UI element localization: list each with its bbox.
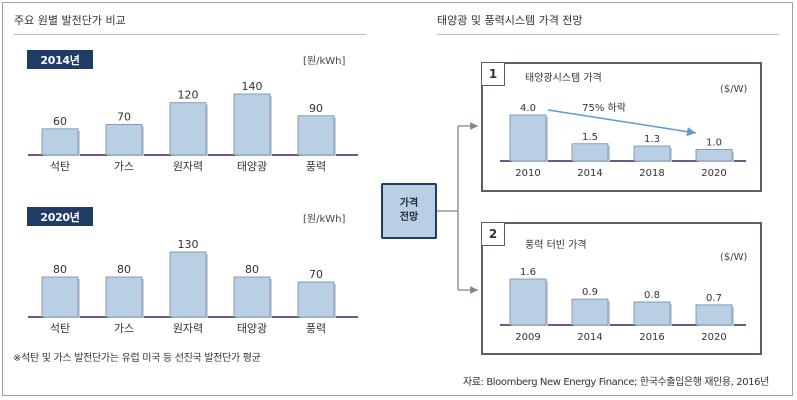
chart0-bar-1	[105, 124, 143, 156]
figure-frame	[2, 2, 793, 396]
chart3-bar-3	[695, 304, 733, 326]
chart3-category-label-2: 2016	[639, 332, 664, 343]
year-badge-2014: 2014년	[27, 50, 93, 69]
chart2-category-label-1: 2014	[577, 168, 602, 179]
chart1-bar-3	[233, 276, 271, 318]
solar-unit-label: ($/W)	[720, 84, 748, 95]
chart2-bar-0	[509, 114, 547, 162]
unit-label-2020: [원/kWh]	[303, 214, 346, 225]
chart0-bar-2	[169, 102, 207, 156]
chart0-category-label-0: 석탄	[50, 160, 70, 173]
chart2-category-label-2: 2018	[639, 168, 664, 179]
chart1-value-label-0: 80	[53, 263, 67, 276]
chart2-category-label-0: 2010	[515, 168, 540, 179]
chart3-value-label-2: 0.8	[644, 290, 660, 301]
chart1-value-label-4: 70	[309, 268, 323, 281]
chart0-category-label-1: 가스	[114, 160, 134, 173]
right-title-rule	[437, 34, 779, 35]
chart1-bar-1	[105, 276, 143, 318]
chart0-value-label-4: 90	[309, 102, 323, 115]
price-outlook-box: 가격 전망	[381, 183, 437, 239]
unit-label-2014: [원/kWh]	[303, 56, 346, 67]
connector-arrows	[437, 122, 478, 294]
chart3-category-label-0: 2009	[515, 332, 540, 343]
chart2-value-label-3: 1.0	[706, 138, 722, 149]
chart0-value-label-1: 70	[117, 111, 131, 124]
left-section-title: 주요 원별 발전단가 비교	[14, 14, 126, 27]
solar-number-badge: 1	[481, 62, 505, 86]
chart1-category-label-4: 풍력	[306, 322, 326, 335]
decline-annotation: 75% 하락	[582, 101, 626, 114]
chart1-value-label-2: 130	[178, 238, 199, 251]
chart3-value-label-3: 0.7	[706, 293, 722, 304]
chart1-category-label-1: 가스	[114, 322, 134, 335]
chart0-bar-0	[41, 128, 79, 156]
chart2-value-label-0: 4.0	[520, 103, 536, 114]
price-outlook-label-2: 전망	[399, 212, 419, 223]
wind-price-title: 풍력 터빈 가격	[525, 240, 587, 251]
solar-price-title: 태양광시스템 가격	[525, 73, 602, 84]
chart1-category-label-3: 태양광	[237, 322, 267, 335]
chart3-category-label-3: 2020	[701, 332, 726, 343]
chart3-category-label-1: 2014	[577, 332, 602, 343]
right-section-title: 태양광 및 풍력시스템 가격 전망	[437, 14, 583, 27]
chart3-bar-2	[633, 301, 671, 326]
chart0-bar-4	[297, 115, 335, 156]
chart0-value-label-2: 120	[178, 89, 199, 102]
year-badge-2020: 2020년	[27, 207, 93, 226]
chart1-bar-2	[169, 251, 207, 318]
chart1-value-label-1: 80	[117, 263, 131, 276]
chart3-value-label-0: 1.6	[520, 267, 536, 278]
wind-number-badge: 2	[481, 222, 505, 246]
chart0-value-label-0: 60	[53, 115, 67, 128]
chart1-bar-0	[41, 276, 79, 318]
chart3-value-label-1: 0.9	[582, 287, 598, 298]
chart0-category-label-2: 원자력	[173, 160, 203, 173]
chart2-value-label-1: 1.5	[582, 132, 598, 143]
source-note: 자료: Bloomberg New Energy Finance; 한국수출입은…	[463, 377, 769, 388]
chart2-bar-1	[571, 143, 609, 162]
chart0-value-label-3: 140	[242, 80, 263, 93]
chart0-category-label-4: 풍력	[306, 160, 326, 173]
footnote: ※석탄 및 가스 발전단가는 유럽 미국 등 선진국 발전단가 평균	[13, 353, 261, 364]
chart0-bar-3	[233, 93, 271, 156]
wind-unit-label: ($/W)	[720, 252, 748, 263]
chart1-category-label-2: 원자력	[173, 322, 203, 335]
wind-price-box	[481, 222, 762, 355]
chart2-bar-3	[695, 149, 733, 162]
chart2-category-label-3: 2020	[701, 168, 726, 179]
chart3-bar-0	[509, 278, 547, 326]
price-outlook-label-1: 가격	[399, 198, 419, 209]
chart2-value-label-2: 1.3	[644, 134, 660, 145]
decline-arrow	[547, 109, 697, 137]
left-title-rule	[14, 34, 366, 35]
chart1-category-label-0: 석탄	[50, 322, 70, 335]
chart1-value-label-3: 80	[245, 263, 259, 276]
chart1-bar-4	[297, 281, 335, 318]
chart3-bar-1	[571, 298, 609, 326]
chart0-category-label-3: 태양광	[237, 160, 267, 173]
chart2-bar-2	[633, 145, 671, 162]
